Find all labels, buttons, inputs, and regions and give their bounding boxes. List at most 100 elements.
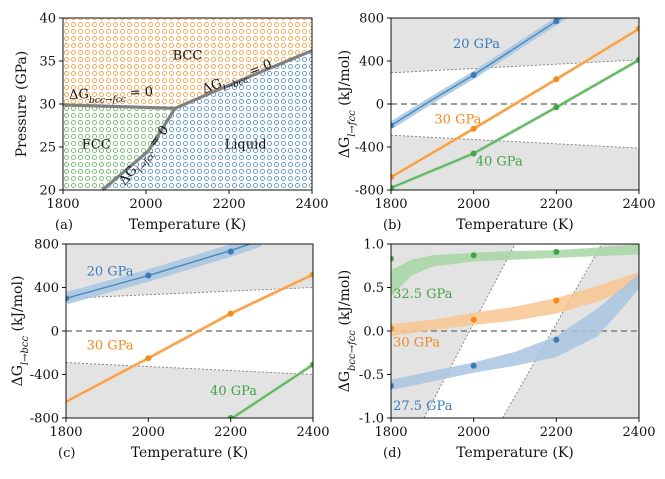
annotation-main: ΔG (200, 76, 224, 97)
region-label-bcc: BCC (173, 48, 203, 63)
y-axis-title: ΔGl→fcc (kJ/mol) (337, 50, 358, 158)
data-point (470, 252, 477, 259)
panel-label: (c) (58, 446, 75, 461)
boundary-bcc-fcc (62, 103, 176, 110)
x-tick-label: 2000 (132, 425, 165, 440)
data-point (391, 255, 394, 262)
x-tick-label: 2000 (457, 197, 490, 212)
shade-lower (391, 135, 639, 190)
series-line (66, 244, 253, 300)
y-axis-title-main: ΔG (337, 371, 353, 392)
series-line (66, 273, 313, 403)
x-tick-label: 2200 (540, 425, 573, 440)
series-label: 30 GPa (434, 112, 481, 127)
series-label: 30 GPa (87, 338, 134, 353)
x-tick-label: 2400 (622, 425, 655, 440)
region-fcc (63, 104, 176, 190)
series-label: 30 GPa (393, 336, 440, 351)
data-point (227, 310, 234, 317)
series-band (391, 244, 639, 297)
shade-upper-edge (390, 59, 640, 74)
x-tick-label: 2000 (457, 425, 490, 440)
data-point (553, 297, 560, 304)
series-line (231, 364, 313, 418)
data-point (227, 248, 234, 255)
data-point (470, 125, 477, 132)
y-tick-label: 1.0 (363, 238, 384, 253)
panel-d-dg-bcc-fcc: 32.5 GPa 30 GPa 27.5 GPa 1800 2000 2200 2400 -1… (337, 238, 656, 462)
series-label: 20 GPa (87, 265, 134, 280)
y-axis-title-rest: (kJ/mol) (10, 276, 26, 336)
data-point (553, 336, 560, 343)
panel-label: (a) (55, 218, 73, 233)
y-tick-label: 800 (359, 12, 384, 27)
series-label: 32.5 GPa (393, 287, 453, 302)
data-point (227, 415, 234, 418)
series-line (391, 28, 639, 178)
clear-region-edge (423, 243, 516, 419)
y-tick-label: -0.5 (359, 368, 384, 383)
y-tick-label: -1.0 (359, 412, 384, 427)
data-point (391, 184, 394, 190)
y-axis-title-sub: bcc→fcc (347, 330, 358, 371)
shade-upper-edge (65, 287, 314, 299)
data-point (391, 382, 394, 389)
y-axis-title-rest: (kJ/mol) (337, 50, 353, 110)
annotation-rest: = 0 (125, 85, 153, 101)
panel-label: (d) (383, 446, 401, 461)
x-axis-title: Temperature (K) (129, 217, 247, 233)
x-tick-label: 1800 (49, 425, 82, 440)
region-label-fcc: FCC (82, 138, 111, 153)
data-point (391, 174, 394, 181)
x-tick-label: 1800 (46, 197, 79, 212)
y-axis-title: Pressure (GPa) (14, 51, 30, 157)
x-tick-label: 1800 (374, 425, 407, 440)
data-point (553, 248, 560, 255)
data-point (553, 76, 560, 83)
x-axis-title: Temperature (K) (131, 445, 249, 461)
y-axis-title-rest: (kJ/mol) (337, 270, 353, 330)
series-band (391, 273, 639, 391)
data-point (636, 56, 639, 63)
panel-label: (b) (383, 218, 401, 233)
series-group (66, 244, 313, 418)
y-tick-label: 0.5 (363, 281, 384, 296)
series-label: 40 GPa (210, 384, 257, 399)
x-tick-label: 2000 (129, 197, 162, 212)
y-tick-label: 400 (359, 55, 384, 70)
y-tick-label: 0 (376, 98, 384, 113)
series-label: 20 GPa (453, 37, 500, 52)
data-point (145, 272, 152, 279)
data-point (470, 362, 477, 369)
data-point (391, 122, 394, 129)
y-tick-label: 800 (34, 238, 59, 253)
series-group (391, 18, 639, 190)
y-tick-label: 0.0 (363, 325, 384, 340)
x-tick-label: 2400 (296, 425, 329, 440)
shade-lower-edge (65, 362, 314, 375)
y-tick-label: -400 (30, 368, 59, 383)
y-tick-label: -400 (355, 141, 384, 156)
data-point (636, 25, 639, 32)
region-label-liquid: Liquid (225, 138, 267, 153)
x-tick-label: 2400 (622, 197, 655, 212)
y-tick-label: 20 (39, 184, 56, 199)
x-tick-label: 2200 (214, 425, 247, 440)
y-axis-title: ΔGl→bcc (kJ/mol) (10, 276, 31, 387)
data-point (470, 316, 477, 323)
data-point (145, 355, 152, 362)
x-tick-label: 2200 (540, 197, 573, 212)
y-axis-title-main: ΔG (10, 365, 26, 386)
data-point (310, 271, 313, 278)
y-tick-label: -800 (30, 412, 59, 427)
y-tick-label: 35 (39, 55, 56, 70)
region-bcc (63, 18, 312, 109)
boundary-l-bcc (174, 49, 313, 110)
series-band (391, 271, 639, 337)
series-label: 27.5 GPa (393, 399, 453, 414)
annotation-sub: bcc→fcc (89, 95, 126, 106)
boundary-annotation: ΔGbcc→fcc = 0 (69, 85, 154, 107)
y-tick-label: -800 (355, 184, 384, 199)
